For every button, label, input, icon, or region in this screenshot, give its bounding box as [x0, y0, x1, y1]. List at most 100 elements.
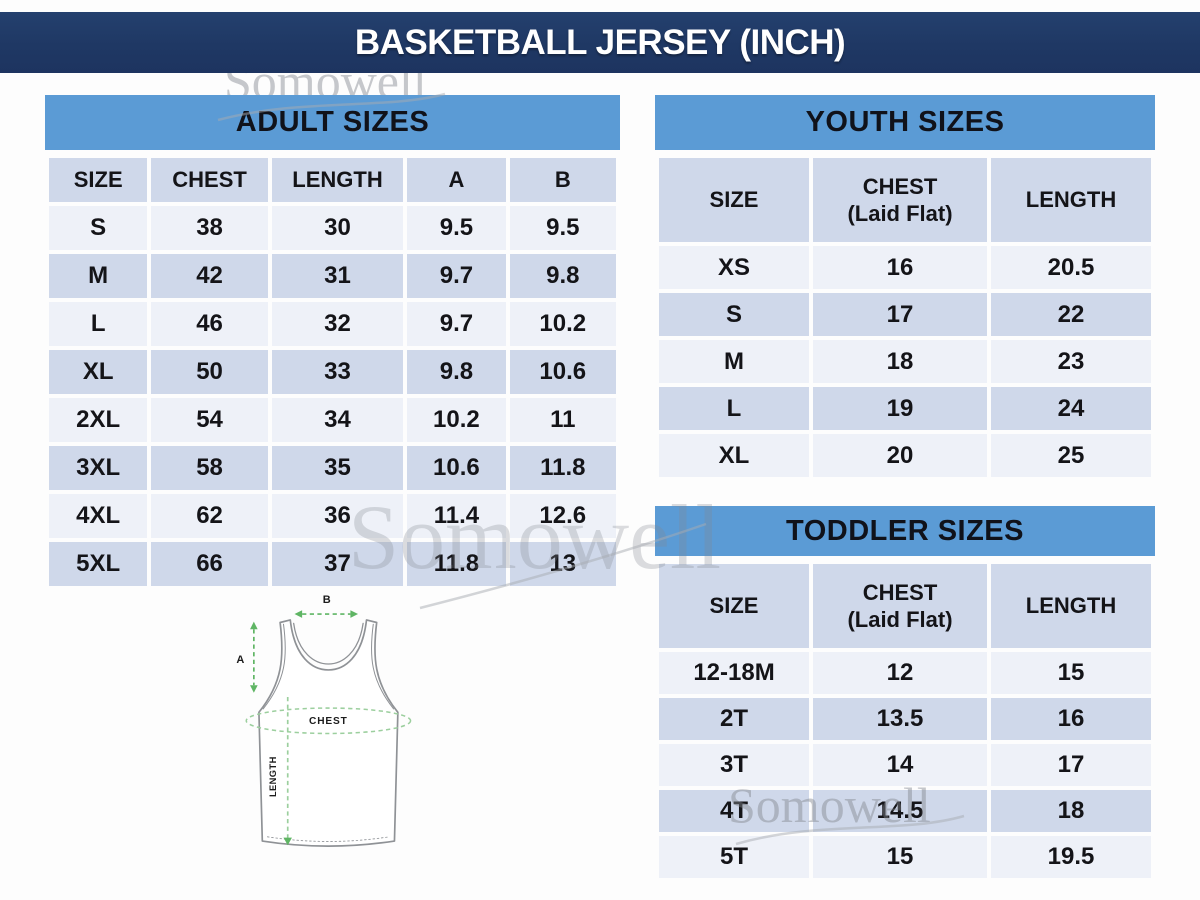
table-cell: 10.6 — [509, 350, 616, 394]
column-header: SIZE — [659, 564, 809, 648]
table-row: S 17 22 — [659, 293, 1151, 336]
table-row: 2T 13.5 16 — [659, 698, 1151, 740]
table-cell: 10.6 — [407, 446, 506, 490]
table-cell: XS — [659, 246, 809, 289]
table-row: M 18 23 — [659, 340, 1151, 383]
table-cell: 16 — [813, 246, 987, 289]
table-cell: 33 — [271, 350, 404, 394]
column-header: LENGTH — [991, 158, 1151, 242]
table-cell: S — [49, 206, 148, 250]
youth-size-table: SIZE CHEST (Laid Flat) LENGTH XS 16 20.5 S 17 22… — [655, 154, 1155, 481]
table-cell: L — [49, 302, 148, 346]
table-row: L 46 32 9.7 10.2 — [49, 302, 616, 346]
adult-section-header: ADULT SIZES — [45, 95, 620, 150]
table-cell: 32 — [271, 302, 404, 346]
table-cell: 14 — [813, 744, 987, 786]
column-header: CHEST (Laid Flat) — [813, 158, 987, 242]
table-cell: 13.5 — [813, 698, 987, 740]
table-cell: 11.8 — [407, 542, 506, 586]
table-cell: 20.5 — [991, 246, 1151, 289]
table-cell: XL — [49, 350, 148, 394]
table-cell: 19.5 — [991, 836, 1151, 878]
table-cell: 11.8 — [509, 446, 616, 490]
table-cell: 13 — [509, 542, 616, 586]
label-a: A — [236, 654, 244, 666]
table-row: 2XL 54 34 10.2 11 — [49, 398, 616, 442]
youth-section-header: YOUTH SIZES — [655, 95, 1155, 150]
youth-sizes-panel: YOUTH SIZES SIZE CHEST (Laid Flat) LENGTH X… — [655, 95, 1155, 481]
table-cell: 58 — [151, 446, 268, 490]
table-cell: 3XL — [49, 446, 148, 490]
table-cell: 42 — [151, 254, 268, 298]
table-cell: 5XL — [49, 542, 148, 586]
table-cell: 16 — [991, 698, 1151, 740]
column-header: CHEST — [151, 158, 268, 202]
column-header: A — [407, 158, 506, 202]
measure-a-arrow: A — [236, 621, 258, 693]
table-row: XS 16 20.5 — [659, 246, 1151, 289]
table-cell: 36 — [271, 494, 404, 538]
table-cell: 15 — [991, 652, 1151, 694]
table-row: XL 50 33 9.8 10.6 — [49, 350, 616, 394]
toddler-size-table: SIZE CHEST (Laid Flat) LENGTH 12-18M 12 15 2T 1… — [655, 560, 1155, 882]
table-cell: 12.6 — [509, 494, 616, 538]
table-cell: 9.5 — [407, 206, 506, 250]
column-header: CHEST (Laid Flat) — [813, 564, 987, 648]
table-cell: 37 — [271, 542, 404, 586]
table-cell: XL — [659, 434, 809, 477]
table-cell: 18 — [813, 340, 987, 383]
table-cell: 35 — [271, 446, 404, 490]
table-cell: 12-18M — [659, 652, 809, 694]
column-header-row: SIZE CHEST LENGTH A B — [49, 158, 616, 202]
label-chest: CHEST — [309, 716, 348, 727]
table-cell: 5T — [659, 836, 809, 878]
table-cell: 2XL — [49, 398, 148, 442]
table-row: 4XL 62 36 11.4 12.6 — [49, 494, 616, 538]
table-cell: 11.4 — [407, 494, 506, 538]
column-header: B — [509, 158, 616, 202]
table-cell: 15 — [813, 836, 987, 878]
table-row: 5XL 66 37 11.8 13 — [49, 542, 616, 586]
table-row: L 19 24 — [659, 387, 1151, 430]
table-row: 12-18M 12 15 — [659, 652, 1151, 694]
table-cell: 34 — [271, 398, 404, 442]
table-cell: 11 — [509, 398, 616, 442]
table-cell: 20 — [813, 434, 987, 477]
table-row: 5T 15 19.5 — [659, 836, 1151, 878]
table-cell: 54 — [151, 398, 268, 442]
measure-chest-ellipse: CHEST — [245, 707, 412, 735]
adult-sizes-panel: ADULT SIZES SIZE CHEST LENGTH A B S 38 30 9.5 9.5… — [45, 95, 620, 590]
table-cell: 23 — [991, 340, 1151, 383]
table-cell: 9.8 — [509, 254, 616, 298]
table-row: XL 20 25 — [659, 434, 1151, 477]
label-b: B — [323, 594, 331, 606]
table-cell: L — [659, 387, 809, 430]
table-row: 3XL 58 35 10.6 11.8 — [49, 446, 616, 490]
table-cell: 3T — [659, 744, 809, 786]
column-header: LENGTH — [271, 158, 404, 202]
table-cell: 31 — [271, 254, 404, 298]
toddler-sizes-panel: TODDLER SIZES SIZE CHEST (Laid Flat) LENGT… — [655, 506, 1155, 882]
adult-size-table: SIZE CHEST LENGTH A B S 38 30 9.5 9.5 M 42 31 9.7 9.8 L… — [45, 154, 620, 590]
toddler-section-header: TODDLER SIZES — [655, 506, 1155, 556]
table-cell: 30 — [271, 206, 404, 250]
table-cell: 10.2 — [509, 302, 616, 346]
label-length: LENGTH — [268, 756, 278, 797]
table-cell: S — [659, 293, 809, 336]
table-cell: 18 — [991, 790, 1151, 832]
table-cell: 9.5 — [509, 206, 616, 250]
jersey-diagram: B A CHEST LENGTH — [236, 594, 412, 847]
table-cell: 17 — [813, 293, 987, 336]
table-cell: 12 — [813, 652, 987, 694]
table-cell: 9.8 — [407, 350, 506, 394]
page-title: BASKETBALL JERSEY (INCH) — [354, 22, 846, 62]
table-cell: 25 — [991, 434, 1151, 477]
table-cell: 4XL — [49, 494, 148, 538]
table-cell: 24 — [991, 387, 1151, 430]
table-cell: 2T — [659, 698, 809, 740]
measure-b-arrow: B — [294, 594, 359, 618]
table-cell: M — [49, 254, 148, 298]
table-cell: 66 — [151, 542, 268, 586]
measure-length-arrow: LENGTH — [268, 697, 292, 846]
